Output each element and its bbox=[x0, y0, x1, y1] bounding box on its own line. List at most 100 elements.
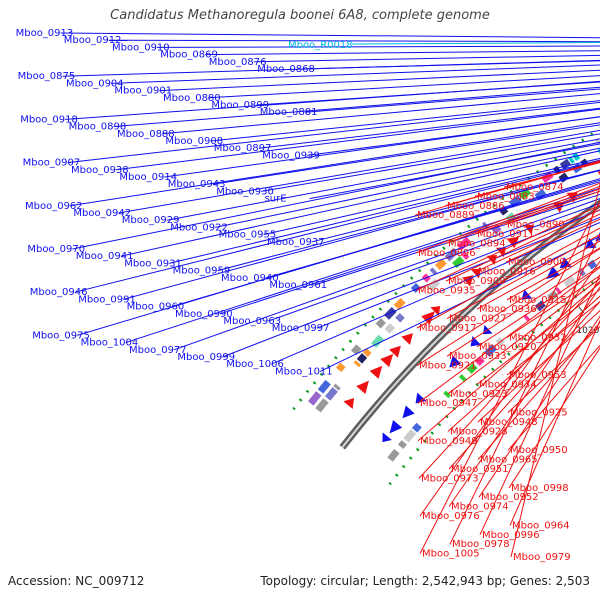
reverse-gene-label[interactable]: Mboo_0950 bbox=[510, 445, 568, 456]
reverse-gene-label[interactable]: Mboo_0932 bbox=[509, 332, 567, 343]
forward-gene-label[interactable]: Mboo_0930 bbox=[216, 186, 274, 197]
forward-gene-label[interactable]: Mboo_0937 bbox=[267, 237, 325, 248]
forward-gene-label[interactable]: Mboo_0913 bbox=[16, 28, 74, 39]
rna-gene-label[interactable]: Mboo_R0018 bbox=[288, 40, 353, 51]
forward-gene-label[interactable]: Mboo_0963 bbox=[223, 316, 281, 327]
label-leader-line bbox=[263, 157, 600, 236]
forward-gene-label[interactable]: Mboo_0922 bbox=[170, 222, 228, 233]
forward-gene-label[interactable]: Mboo_0897 bbox=[214, 143, 272, 154]
reverse-gene-label[interactable]: Mboo_0896 bbox=[418, 248, 476, 259]
reverse-gene-label[interactable]: Mboo_0949 bbox=[420, 436, 478, 447]
forward-gene-label[interactable]: Mboo_0875 bbox=[18, 71, 76, 82]
label-leader-line bbox=[319, 235, 600, 372]
reverse-gene-label[interactable]: Mboo_0928 bbox=[450, 426, 508, 437]
reverse-gene-label[interactable]: Mboo_0996 bbox=[482, 530, 540, 541]
forward-gene-label[interactable]: Mboo_0941 bbox=[76, 251, 134, 262]
forward-gene-label[interactable]: Mboo_0942 bbox=[73, 208, 131, 219]
forward-gene-label[interactable]: Mboo_1011 bbox=[275, 366, 333, 377]
reverse-gene-label[interactable]: Mboo_0998 bbox=[511, 483, 569, 494]
reverse-gene-label[interactable]: Mboo_1005 bbox=[422, 549, 480, 560]
reverse-gene-label[interactable]: Mboo_0976 bbox=[422, 511, 480, 522]
forward-gene-label[interactable]: Mboo_0938 bbox=[71, 165, 129, 176]
forward-gene-label[interactable]: Mboo_0970 bbox=[27, 244, 85, 255]
forward-gene-label[interactable]: Mboo_0955 bbox=[219, 230, 277, 241]
forward-gene-label[interactable]: Mboo_0962 bbox=[25, 201, 83, 212]
reverse-gene-label[interactable]: Mboo_0911 bbox=[477, 229, 535, 240]
reverse-gene-label[interactable]: Mboo_0900 bbox=[508, 257, 566, 268]
label-leader-line bbox=[506, 301, 600, 376]
forward-gene-label[interactable]: Mboo_0901 bbox=[114, 86, 172, 97]
forward-gene-label[interactable]: Mboo_0943 bbox=[168, 179, 226, 190]
forward-gene-label[interactable]: Mboo_0990 bbox=[175, 309, 233, 320]
reverse-gene-label[interactable]: Mboo_0979 bbox=[513, 552, 571, 563]
reverse-gene-label[interactable]: Mboo_0920 bbox=[479, 342, 537, 353]
reverse-gene-label[interactable]: Mboo_0965 bbox=[480, 455, 538, 466]
forward-gene-label[interactable]: Mboo_0914 bbox=[119, 172, 177, 183]
forward-gene-label[interactable]: Mboo_0880 bbox=[163, 93, 221, 104]
reverse-gene-label[interactable]: Mboo_0921 bbox=[419, 361, 477, 372]
reverse-gene-label[interactable]: Mboo_0936 bbox=[479, 304, 537, 315]
forward-gene-label[interactable]: Mboo_0907 bbox=[23, 158, 81, 169]
forward-gene-label[interactable]: Mboo_0975 bbox=[32, 330, 90, 341]
forward-gene-label[interactable]: Mboo_1006 bbox=[226, 359, 284, 370]
reverse-gene-label[interactable]: Mboo_0934 bbox=[479, 379, 537, 390]
reverse-gene-label[interactable]: Mboo_0951 bbox=[451, 464, 509, 475]
forward-gene-label[interactable]: Mboo_0999 bbox=[177, 352, 235, 363]
forward-gene-label[interactable]: Mboo_0868 bbox=[257, 64, 315, 75]
forward-gene-label[interactable]: Mboo_0908 bbox=[165, 136, 223, 147]
forward-gene-label[interactable]: Mboo_0946 bbox=[30, 287, 88, 298]
forward-gene-label[interactable]: Mboo_0912 bbox=[64, 35, 122, 46]
forward-gene-label[interactable]: surE bbox=[265, 194, 287, 205]
forward-gene-label[interactable]: Mboo_0977 bbox=[129, 345, 187, 356]
reverse-gene-arrow bbox=[470, 268, 482, 279]
forward-gene-label[interactable]: Mboo_0898 bbox=[69, 122, 127, 133]
reverse-gene-label[interactable]: Mboo_0917 bbox=[419, 323, 477, 334]
forward-gene-label[interactable]: Mboo_0876 bbox=[209, 57, 267, 68]
forward-gene-label[interactable]: Mboo_0939 bbox=[262, 150, 320, 161]
forward-gene-label[interactable]: Mboo_0888 bbox=[117, 129, 175, 140]
reverse-gene-label[interactable]: Mboo_0927 bbox=[449, 314, 507, 325]
reverse-gene-label[interactable]: Mboo_0947 bbox=[420, 398, 478, 409]
forward-gene-label[interactable]: Mboo_0918 bbox=[20, 114, 78, 125]
forward-gene-label[interactable]: Mboo_0940 bbox=[221, 273, 279, 284]
reverse-gene-label[interactable]: Mboo_0890 bbox=[507, 220, 565, 231]
reverse-gene-label[interactable]: Mboo_0964 bbox=[512, 520, 570, 531]
forward-gene-label[interactable]: Mboo_0991 bbox=[78, 294, 136, 305]
reverse-gene-label[interactable]: Mboo_0978 bbox=[452, 539, 510, 550]
reverse-gene-label[interactable]: Mboo_0889 bbox=[417, 210, 475, 221]
label-leader-line bbox=[169, 159, 600, 264]
forward-gene-label[interactable]: Mboo_1004 bbox=[81, 338, 139, 349]
forward-gene-label[interactable]: Mboo_0959 bbox=[173, 266, 231, 277]
reverse-gene-label[interactable]: Mboo_0974 bbox=[451, 502, 509, 513]
forward-gene-label[interactable]: Mboo_0960 bbox=[127, 302, 185, 313]
forward-gene-label[interactable]: Mboo_0910 bbox=[112, 42, 170, 53]
forward-gene-label[interactable]: Mboo_0899 bbox=[211, 100, 269, 111]
label-leader-line bbox=[253, 54, 600, 63]
forward-gene-label[interactable]: Mboo_0997 bbox=[272, 323, 330, 334]
forward-gene-label[interactable]: Mboo_0904 bbox=[66, 78, 124, 89]
reverse-gene-label[interactable]: Mboo_0886 bbox=[447, 201, 505, 212]
forward-gene-label[interactable]: Mboo_0961 bbox=[269, 280, 327, 291]
reverse-gene-label[interactable]: Mboo_0883 bbox=[477, 191, 535, 202]
feature-block bbox=[356, 353, 368, 364]
reverse-gene-label[interactable]: Mboo_0935 bbox=[418, 285, 476, 296]
reverse-gene-label[interactable]: Mboo_0952 bbox=[481, 492, 539, 503]
reverse-gene-label[interactable]: Mboo_0894 bbox=[448, 238, 506, 249]
forward-gene-label[interactable]: Mboo_0931 bbox=[124, 258, 182, 269]
reverse-gene-label[interactable]: Mboo_0916 bbox=[478, 267, 536, 278]
forward-gene-label[interactable]: Mboo_0869 bbox=[160, 50, 218, 61]
reverse-gene-label[interactable]: Mboo_0953 bbox=[509, 370, 567, 381]
reverse-gene-label[interactable]: Mboo_0923 bbox=[450, 389, 508, 400]
reverse-gene-label[interactable]: Mboo_0933 bbox=[449, 351, 507, 362]
feature-block bbox=[555, 287, 562, 295]
label-leader-line bbox=[271, 221, 600, 365]
forward-gene-label[interactable]: Mboo_0881 bbox=[260, 107, 318, 118]
feature-block bbox=[315, 398, 329, 413]
reverse-gene-label[interactable]: Mboo_0973 bbox=[421, 473, 479, 484]
forward-gene-label[interactable]: Mboo_0929 bbox=[122, 215, 180, 226]
reverse-gene-label[interactable]: Mboo_0915 bbox=[509, 295, 567, 306]
reverse-gene-label[interactable]: Mboo_0948 bbox=[480, 417, 538, 428]
reverse-gene-label[interactable]: Mboo_0874 bbox=[506, 182, 564, 193]
reverse-gene-label[interactable]: Mboo_0909 bbox=[448, 276, 506, 287]
reverse-gene-label[interactable]: Mboo_0925 bbox=[510, 408, 568, 419]
